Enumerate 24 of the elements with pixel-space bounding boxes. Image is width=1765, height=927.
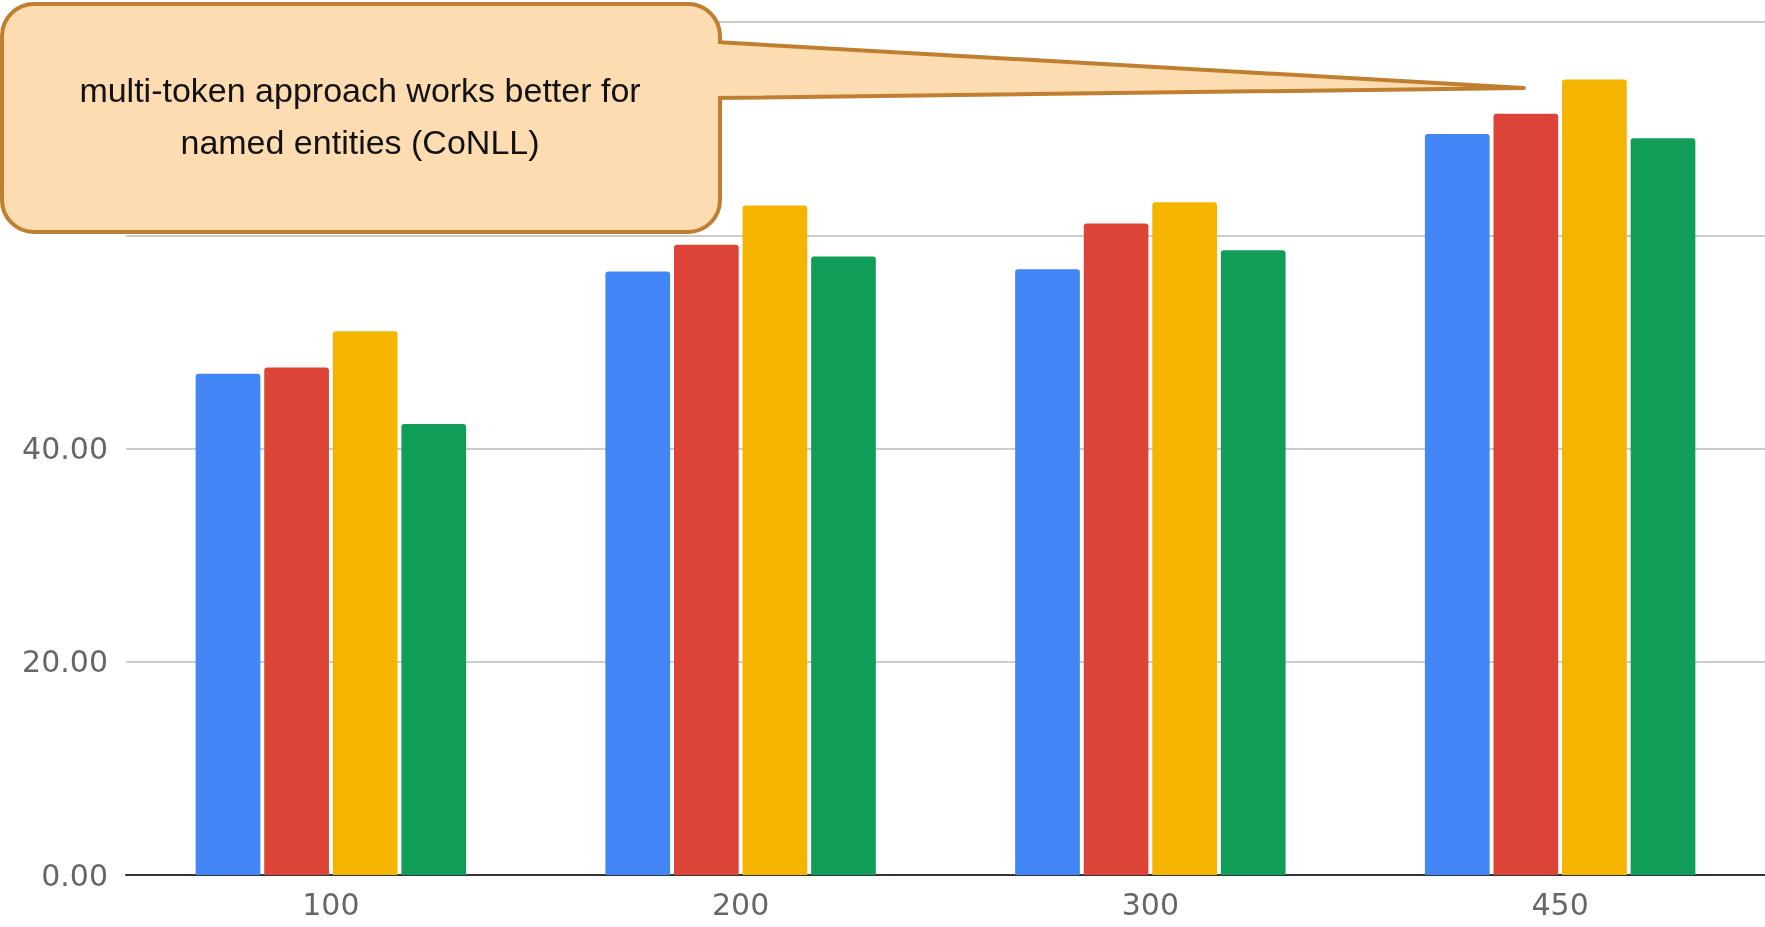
x-tick-label: 200 [711,886,770,922]
bar [673,244,739,875]
bar [1152,202,1218,875]
bar [332,331,398,875]
x-tick-label: 100 [302,886,360,922]
bar [742,205,808,875]
bar [1562,79,1627,875]
bar [1015,269,1080,875]
x-tick-label: 300 [1121,886,1180,922]
y-tick-label: 0.00 [41,857,108,893]
y-tick-label: 40.00 [22,431,108,466]
bar [1493,113,1559,875]
bar [605,271,671,875]
y-tick-label: 20.00 [22,644,108,680]
bar [1083,223,1149,875]
bar [264,367,329,875]
bar [1424,133,1490,875]
bar [1630,138,1696,875]
bar [1220,250,1286,875]
bar [811,256,876,875]
bar [401,423,467,875]
annotation: multi-token approach works better for named entities (CoNLL) [78,70,642,163]
x-tick-label: 450 [1531,886,1589,922]
bar [195,373,261,875]
